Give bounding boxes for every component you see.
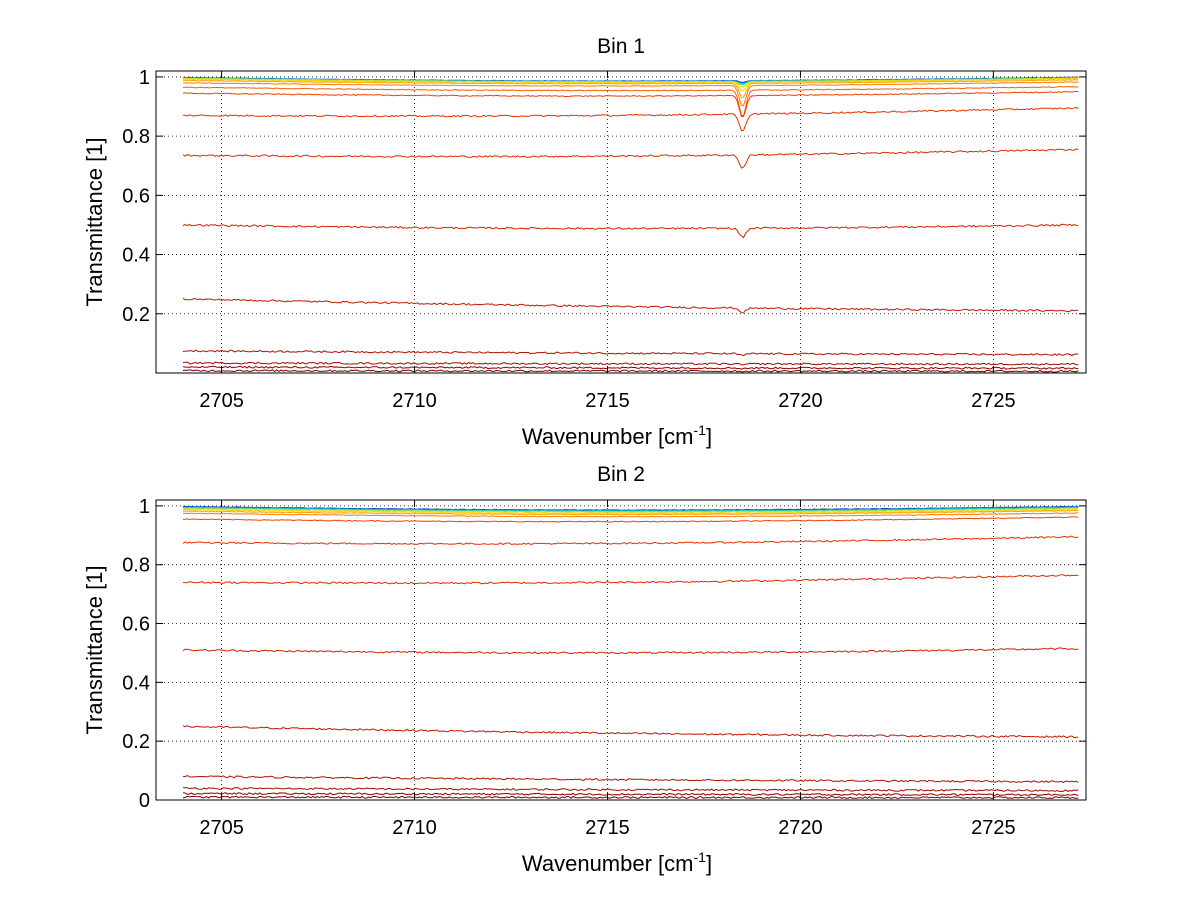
series-line	[182, 77, 1079, 88]
axes-box	[155, 70, 1087, 374]
series-line	[182, 508, 1079, 515]
y-tick-label: 1	[139, 67, 150, 89]
x-axis-label-main: Wavenumber [cm	[522, 424, 694, 449]
chart-title: Bin 2	[597, 463, 645, 486]
y-tick-label: 1	[139, 496, 150, 518]
chart-title: Bin 1	[597, 35, 645, 58]
x-axis-label-superscript: -1	[694, 422, 707, 438]
series-line	[182, 79, 1079, 99]
y-tick-label: 0.8	[122, 555, 150, 577]
series-line	[182, 365, 1079, 370]
series-line	[182, 78, 1079, 92]
y-tick-label: 0.2	[122, 304, 150, 326]
series-line	[182, 775, 1079, 784]
series-line	[182, 792, 1079, 797]
chart-bin-2: 2705 2710 2715 2720 2725 0 0.2 0.4 0.6 0.8 1 Bin 2…	[82, 463, 1087, 876]
series-lines	[182, 76, 1079, 373]
y-axis-label: Transmittance [1]	[82, 137, 107, 306]
series-line	[182, 507, 1079, 513]
series-line	[182, 223, 1079, 239]
series-line	[182, 725, 1079, 739]
x-axis-label-end: ]	[706, 851, 712, 876]
tick-marks: 2705 2710 2715 2720 2725 0.2 0.4 0.6 0.8 1	[122, 67, 1086, 412]
x-tick-label: 2710	[392, 390, 437, 412]
series-line	[183, 510, 1079, 516]
y-tick-label: 0.8	[122, 126, 150, 148]
x-tick-label: 2725	[971, 817, 1016, 839]
x-tick-label: 2720	[778, 390, 823, 412]
series-line	[182, 86, 1079, 117]
series-line	[182, 516, 1079, 523]
x-axis-label: Wavenumber [cm-1]	[522, 422, 712, 449]
y-tick-label: 0	[139, 790, 150, 812]
series-line	[183, 106, 1079, 132]
y-tick-label: 0.4	[122, 672, 150, 694]
plot-area	[156, 71, 1086, 373]
x-tick-label: 2715	[585, 817, 630, 839]
y-tick-label: 0.6	[122, 614, 150, 636]
x-tick-label: 2710	[392, 817, 437, 839]
x-tick-label: 2705	[199, 390, 244, 412]
plot-area	[156, 500, 1086, 800]
tick-marks: 2705 2710 2715 2720 2725 0 0.2 0.4 0.6 0.8 1	[122, 496, 1086, 839]
series-line	[182, 297, 1079, 314]
series-line	[182, 369, 1079, 373]
series-line	[182, 148, 1079, 169]
grid-lines	[156, 71, 1086, 373]
series-line	[182, 349, 1079, 357]
x-tick-label: 2725	[971, 390, 1016, 412]
series-line	[182, 787, 1079, 792]
series-line	[182, 512, 1079, 518]
y-tick-label: 0.4	[122, 245, 150, 267]
axes-box	[155, 499, 1087, 801]
series-line	[182, 81, 1079, 107]
series-line	[182, 574, 1079, 585]
y-tick-label: 0.6	[122, 185, 150, 207]
x-tick-label: 2715	[585, 390, 630, 412]
series-line	[182, 647, 1079, 655]
x-axis-label-end: ]	[706, 424, 712, 449]
series-line	[182, 535, 1079, 546]
x-axis-label-main: Wavenumber [cm	[522, 851, 694, 876]
series-line	[182, 90, 1079, 118]
x-tick-label: 2720	[778, 817, 823, 839]
x-axis-label: Wavenumber [cm-1]	[522, 849, 712, 876]
series-lines	[182, 505, 1079, 800]
series-line	[182, 795, 1079, 800]
x-axis-label-superscript: -1	[694, 849, 707, 865]
y-axis-label: Transmittance [1]	[82, 565, 107, 734]
y-tick-label: 0.2	[122, 731, 150, 753]
series-line	[182, 506, 1079, 512]
x-tick-label: 2705	[199, 817, 244, 839]
series-line	[182, 361, 1079, 366]
